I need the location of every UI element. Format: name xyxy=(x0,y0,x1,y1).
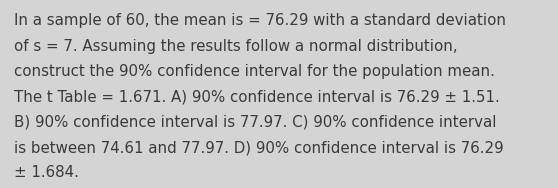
Text: ± 1.684.: ± 1.684. xyxy=(14,165,79,180)
Text: construct the 90% confidence interval for the population mean.: construct the 90% confidence interval fo… xyxy=(14,64,495,79)
Text: of s = 7. Assuming the results follow a normal distribution,: of s = 7. Assuming the results follow a … xyxy=(14,39,458,54)
Text: B) 90% confidence interval is 77.97. C) 90% confidence interval: B) 90% confidence interval is 77.97. C) … xyxy=(14,115,497,130)
Text: In a sample of 60, the mean is = 76.29 with a standard deviation: In a sample of 60, the mean is = 76.29 w… xyxy=(14,13,506,28)
Text: The t Table = 1.671. A) 90% confidence interval is 76.29 ± 1.51.: The t Table = 1.671. A) 90% confidence i… xyxy=(14,89,500,104)
Text: is between 74.61 and 77.97. D) 90% confidence interval is 76.29: is between 74.61 and 77.97. D) 90% confi… xyxy=(14,140,503,155)
